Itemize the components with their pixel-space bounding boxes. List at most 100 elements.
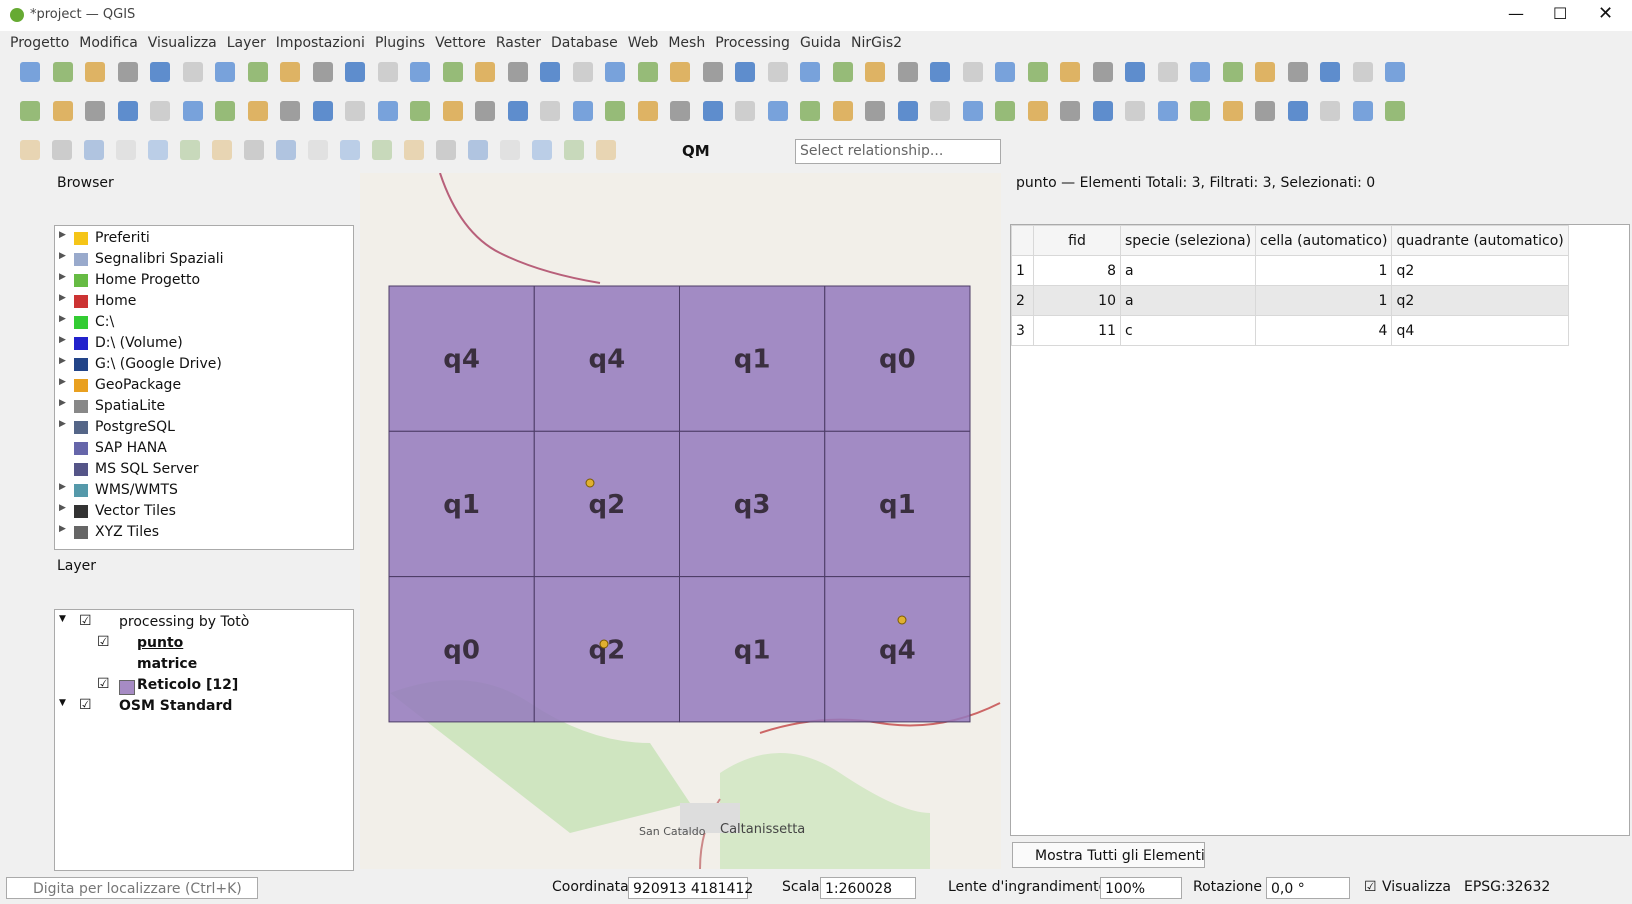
toolbar-button[interactable]	[1060, 62, 1080, 82]
layer-item[interactable]: OSM Standard	[119, 698, 233, 714]
toolbar-button[interactable]	[436, 140, 456, 160]
table-cell[interactable]: 1	[1255, 255, 1393, 286]
toolbar-button[interactable]	[507, 101, 528, 121]
menu-item[interactable]: Raster	[495, 35, 541, 51]
toolbar-button[interactable]	[865, 101, 885, 121]
toolbar-button[interactable]	[1255, 62, 1275, 82]
toolbar-button[interactable]	[345, 101, 365, 121]
toolbar-button[interactable]	[1157, 101, 1178, 121]
toolbar-button[interactable]	[180, 140, 200, 160]
toolbar-button[interactable]	[702, 62, 723, 82]
toolbar-button[interactable]	[1320, 101, 1340, 121]
toolbar-button[interactable]	[340, 140, 360, 160]
toolbar-button[interactable]	[995, 101, 1015, 121]
toolbar-button[interactable]	[410, 62, 430, 82]
qm-label[interactable]: QM	[682, 142, 710, 160]
column-header[interactable]: fid	[1033, 225, 1121, 256]
toolbar-button[interactable]	[212, 140, 232, 160]
toolbar-button[interactable]	[1352, 62, 1373, 82]
table-cell[interactable]: 11	[1033, 315, 1121, 346]
menu-item[interactable]: Processing	[715, 35, 790, 51]
toolbar-button[interactable]	[150, 62, 170, 82]
toolbar-button[interactable]	[475, 101, 495, 121]
toolbar-button[interactable]	[52, 140, 72, 160]
toolbar-button[interactable]	[1287, 101, 1308, 121]
grid-cell[interactable]	[679, 285, 826, 432]
point-feature[interactable]	[585, 478, 595, 488]
table-cell[interactable]: q4	[1391, 315, 1569, 346]
toolbar-button[interactable]	[1352, 101, 1373, 121]
point-feature[interactable]	[897, 615, 907, 625]
rotation-field[interactable]: 0,0 °	[1266, 877, 1350, 899]
browser-item[interactable]: Vector Tiles	[95, 503, 176, 519]
toolbar-button[interactable]	[148, 140, 168, 160]
grid-cell[interactable]	[533, 430, 680, 578]
browser-item[interactable]: G:\ (Google Drive)	[95, 356, 222, 372]
toolbar-button[interactable]	[1190, 62, 1210, 82]
toolbar-button[interactable]	[767, 62, 788, 82]
toolbar-button[interactable]	[372, 140, 392, 160]
toolbar-button[interactable]	[1060, 101, 1080, 121]
browser-item[interactable]: SAP HANA	[95, 440, 167, 456]
toolbar-button[interactable]	[20, 101, 40, 121]
toolbar-button[interactable]	[345, 62, 365, 82]
menu-item[interactable]: Guida	[799, 35, 842, 51]
toolbar-button[interactable]	[1222, 62, 1243, 82]
column-header[interactable]: quadrante (automatico)	[1391, 225, 1569, 256]
toolbar-button[interactable]	[1027, 101, 1048, 121]
toolbar-button[interactable]	[276, 140, 296, 160]
browser-item[interactable]: D:\ (Volume)	[95, 335, 183, 351]
toolbar-button[interactable]	[20, 140, 40, 160]
toolbar-button[interactable]	[962, 101, 983, 121]
grid-cell[interactable]	[824, 285, 971, 432]
browser-item[interactable]: Segnalibri Spaziali	[95, 251, 224, 267]
toolbar-button[interactable]	[1385, 101, 1405, 121]
toolbar-button[interactable]	[280, 101, 300, 121]
grid-cell[interactable]	[824, 576, 971, 723]
toolbar-button[interactable]	[572, 101, 593, 121]
grid-cell[interactable]	[533, 285, 680, 432]
toolbar-button[interactable]	[150, 101, 170, 121]
layer-checkbox[interactable]: ☑	[79, 613, 92, 629]
menu-item[interactable]: NirGis2	[851, 35, 903, 51]
toolbar-button[interactable]	[244, 140, 264, 160]
toolbar-button[interactable]	[832, 62, 853, 82]
browser-item[interactable]: Home Progetto	[95, 272, 201, 288]
layer-item[interactable]: punto	[137, 635, 184, 651]
toolbar-button[interactable]	[442, 101, 463, 121]
toolbar-button[interactable]	[800, 101, 820, 121]
grid-cell[interactable]	[533, 576, 680, 723]
menu-item[interactable]: Vettore	[435, 35, 486, 51]
toolbar-button[interactable]	[605, 62, 625, 82]
toolbar-button[interactable]	[442, 62, 463, 82]
browser-item[interactable]: SpatiaLite	[95, 398, 166, 414]
table-cell[interactable]: q2	[1391, 255, 1569, 286]
toolbar-button[interactable]	[1157, 62, 1178, 82]
table-cell[interactable]: a	[1119, 285, 1257, 316]
menu-item[interactable]: Modifica	[79, 35, 138, 51]
menu-item[interactable]: Progetto	[10, 35, 70, 51]
layer-item[interactable]: processing by Totò	[119, 614, 250, 630]
toolbar-button[interactable]	[865, 62, 885, 82]
toolbar-button[interactable]	[410, 101, 430, 121]
toolbar-button[interactable]	[20, 62, 40, 82]
toolbar-button[interactable]	[215, 101, 235, 121]
point-feature[interactable]	[599, 639, 609, 649]
toolbar-button[interactable]	[52, 101, 73, 121]
table-cell[interactable]: a	[1119, 255, 1257, 286]
table-cell[interactable]: 4	[1255, 315, 1393, 346]
relationship-select[interactable]: Select relationship...	[795, 139, 1001, 164]
layer-item[interactable]: Reticolo [12]	[137, 677, 239, 693]
toolbar-button[interactable]	[564, 140, 584, 160]
show-features-button[interactable]: Mostra Tutti gli Elementi	[1012, 842, 1205, 868]
toolbar-button[interactable]	[308, 140, 328, 160]
toolbar-button[interactable]	[702, 101, 723, 121]
toolbar-button[interactable]	[1385, 62, 1405, 82]
menu-item[interactable]: Plugins	[374, 35, 426, 51]
toolbar-button[interactable]	[637, 62, 658, 82]
toolbar-button[interactable]	[995, 62, 1015, 82]
toolbar-button[interactable]	[247, 101, 268, 121]
toolbar-button[interactable]	[1125, 62, 1145, 82]
crs[interactable]: EPSG:32632	[1464, 879, 1551, 895]
toolbar-button[interactable]	[735, 62, 755, 82]
